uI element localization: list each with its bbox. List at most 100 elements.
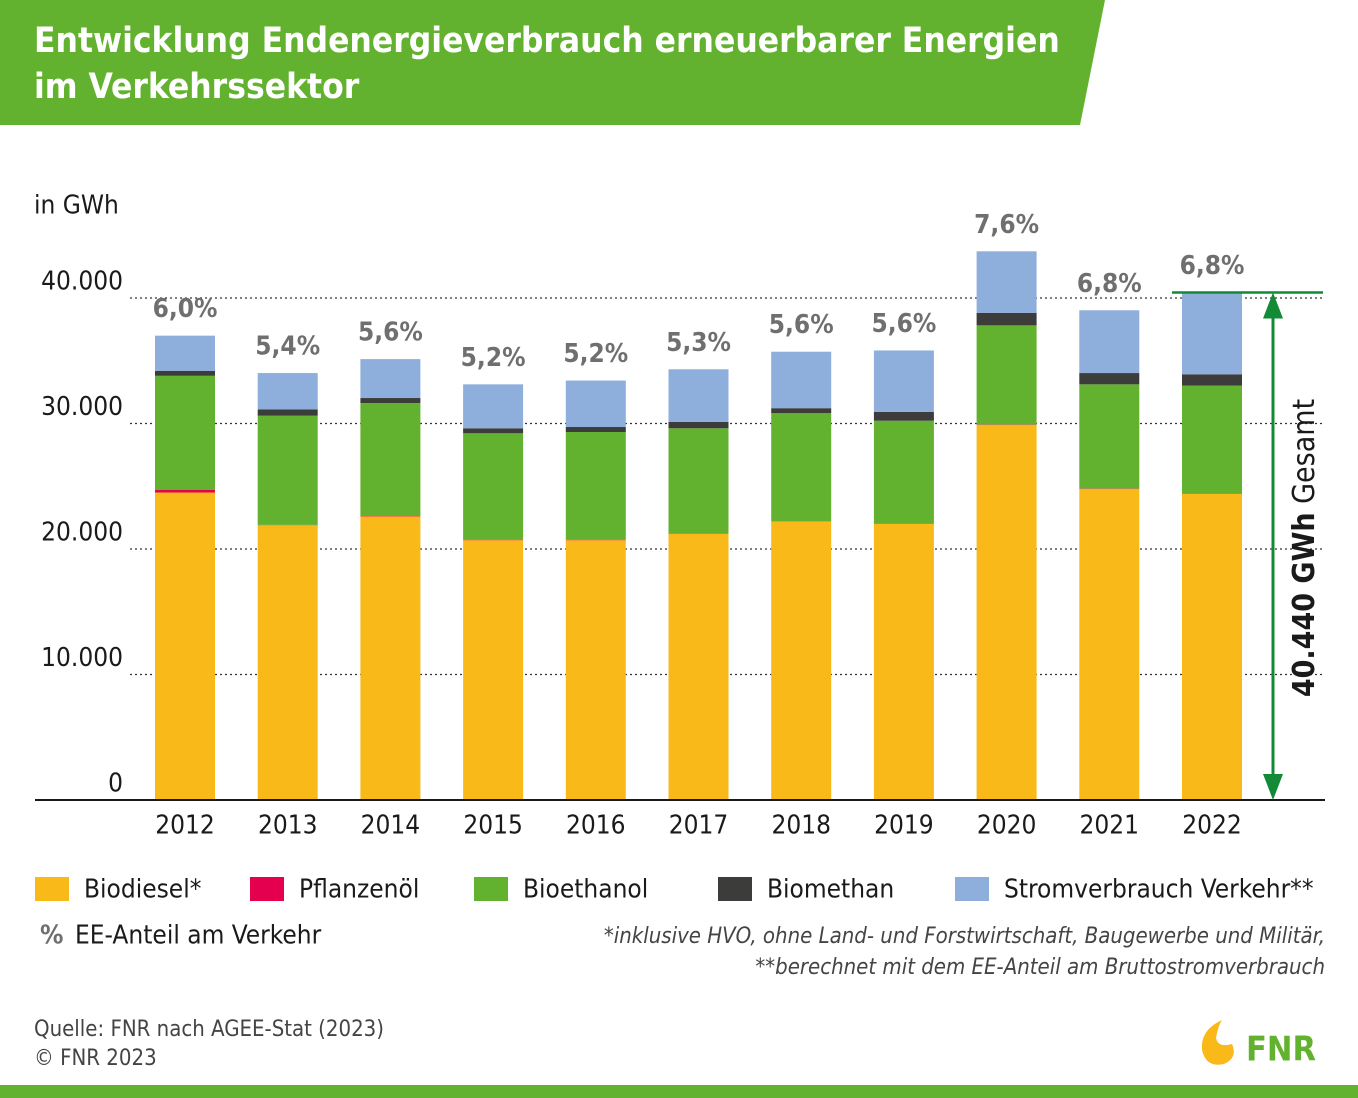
x-tick-label: 2016 bbox=[566, 811, 626, 841]
bar-segment bbox=[873, 350, 934, 412]
legend-label: Biomethan bbox=[767, 875, 894, 905]
bar-segment bbox=[360, 398, 421, 404]
bar-segment bbox=[1079, 310, 1140, 374]
x-tick-label: 2014 bbox=[361, 811, 421, 841]
bar-segment bbox=[873, 420, 934, 524]
bar-segment bbox=[668, 428, 729, 534]
bar-segment bbox=[668, 369, 729, 422]
legend-label: Bioethanol bbox=[523, 875, 648, 905]
bar-segment bbox=[668, 421, 729, 429]
bar-segment bbox=[463, 428, 524, 434]
share-label: 5,6% bbox=[358, 318, 423, 348]
chart-title: Entwicklung Endenergieverbrauch erneuerb… bbox=[34, 21, 1060, 61]
share-label: 5,2% bbox=[563, 339, 628, 369]
bar-segment bbox=[463, 433, 524, 540]
y-tick-label: 40.000 bbox=[41, 267, 123, 297]
x-tick-label: 2020 bbox=[977, 811, 1037, 841]
x-tick-label: 2013 bbox=[258, 811, 318, 841]
y-tick-label: 20.000 bbox=[41, 518, 123, 548]
footer-band bbox=[0, 1085, 1358, 1098]
bar-segment bbox=[976, 424, 1037, 800]
bar-segment bbox=[873, 411, 934, 421]
bar-segment bbox=[771, 521, 832, 800]
legend-label: Stromverbrauch Verkehr** bbox=[1004, 875, 1314, 905]
share-label: 5,6% bbox=[871, 309, 936, 339]
bar-segment bbox=[1182, 292, 1242, 375]
bar-segment bbox=[155, 375, 215, 491]
total-suffix: Gesamt bbox=[1287, 399, 1322, 504]
header-band bbox=[0, 0, 1105, 125]
total-value: 40.440 GWh bbox=[1287, 512, 1322, 697]
share-legend-label: EE-Anteil am Verkehr bbox=[75, 921, 322, 951]
legend-swatch bbox=[35, 877, 69, 901]
legend-label: Biodiesel* bbox=[84, 875, 201, 905]
x-tick-label: 2018 bbox=[771, 811, 831, 841]
bar-segment bbox=[257, 373, 318, 410]
bar-segment bbox=[463, 384, 524, 429]
bar-segment bbox=[976, 325, 1037, 425]
bar-segment bbox=[257, 525, 318, 800]
bar-segment bbox=[873, 523, 934, 800]
bar-segment bbox=[257, 415, 318, 525]
share-label: 6,8% bbox=[1180, 251, 1245, 281]
bar-segment bbox=[565, 380, 626, 428]
x-tick-label: 2022 bbox=[1182, 811, 1242, 841]
logo: FNR bbox=[1246, 1030, 1316, 1070]
bar-segment bbox=[1079, 488, 1140, 800]
bar-segment bbox=[565, 540, 626, 800]
share-label: 7,6% bbox=[974, 210, 1039, 240]
bar-segment bbox=[771, 351, 832, 409]
bar-segment bbox=[155, 492, 215, 800]
y-tick-label: 30.000 bbox=[41, 392, 123, 422]
total-label: 40.440 GWh Gesamt bbox=[1287, 399, 1322, 697]
legend-swatch bbox=[474, 877, 508, 901]
x-tick-label: 2017 bbox=[669, 811, 729, 841]
x-tick-label: 2021 bbox=[1080, 811, 1140, 841]
source: Quelle: FNR nach AGEE-Stat (2023) bbox=[34, 1017, 384, 1042]
bar-segment bbox=[360, 359, 421, 399]
x-tick-label: 2012 bbox=[155, 811, 215, 841]
bar-segment bbox=[771, 413, 832, 522]
x-tick-label: 2015 bbox=[463, 811, 523, 841]
bar-segment bbox=[976, 312, 1037, 326]
share-label: 6,8% bbox=[1077, 269, 1142, 299]
share-legend-symbol: % bbox=[40, 921, 63, 951]
bar-segment bbox=[360, 403, 421, 516]
bar-segment bbox=[976, 251, 1037, 313]
footnote: **berechnet mit dem EE-Anteil am Bruttos… bbox=[755, 955, 1325, 980]
share-label: 6,0% bbox=[153, 294, 218, 324]
bar-segment bbox=[1079, 384, 1140, 489]
share-label: 5,2% bbox=[461, 343, 526, 373]
y-tick-label: 10.000 bbox=[41, 643, 123, 673]
bar-segment bbox=[565, 427, 626, 433]
bar-segment bbox=[155, 490, 215, 493]
footnote: *inklusive HVO, ohne Land- und Forstwirt… bbox=[604, 924, 1325, 949]
x-tick-label: 2019 bbox=[874, 811, 934, 841]
bar-segment bbox=[1182, 374, 1242, 386]
logo-icon bbox=[1201, 1020, 1234, 1065]
bar-segment bbox=[771, 408, 832, 414]
bar-segment bbox=[155, 370, 215, 376]
bar-segment bbox=[565, 432, 626, 540]
bar-segment bbox=[1182, 493, 1242, 800]
bar-segment bbox=[1182, 385, 1242, 494]
arrow-head bbox=[1263, 774, 1283, 800]
bar-segment bbox=[155, 335, 215, 371]
y-axis-label: in GWh bbox=[34, 191, 119, 221]
bar-segment bbox=[668, 533, 729, 800]
share-label: 5,3% bbox=[666, 328, 731, 358]
share-label: 5,4% bbox=[255, 332, 320, 362]
y-tick-label: 0 bbox=[108, 769, 123, 799]
legend-label: Pflanzenöl bbox=[299, 875, 419, 905]
share-label: 5,6% bbox=[769, 310, 834, 340]
chart-title: im Verkehrssektor bbox=[34, 67, 360, 107]
bar-segment bbox=[257, 409, 318, 416]
legend-swatch bbox=[955, 877, 989, 901]
bar-segment bbox=[463, 540, 524, 800]
legend-swatch bbox=[250, 877, 284, 901]
arrow-head bbox=[1263, 292, 1283, 319]
bar-segment bbox=[1079, 373, 1140, 385]
legend-swatch bbox=[718, 877, 752, 901]
copyright: © FNR 2023 bbox=[34, 1046, 157, 1071]
